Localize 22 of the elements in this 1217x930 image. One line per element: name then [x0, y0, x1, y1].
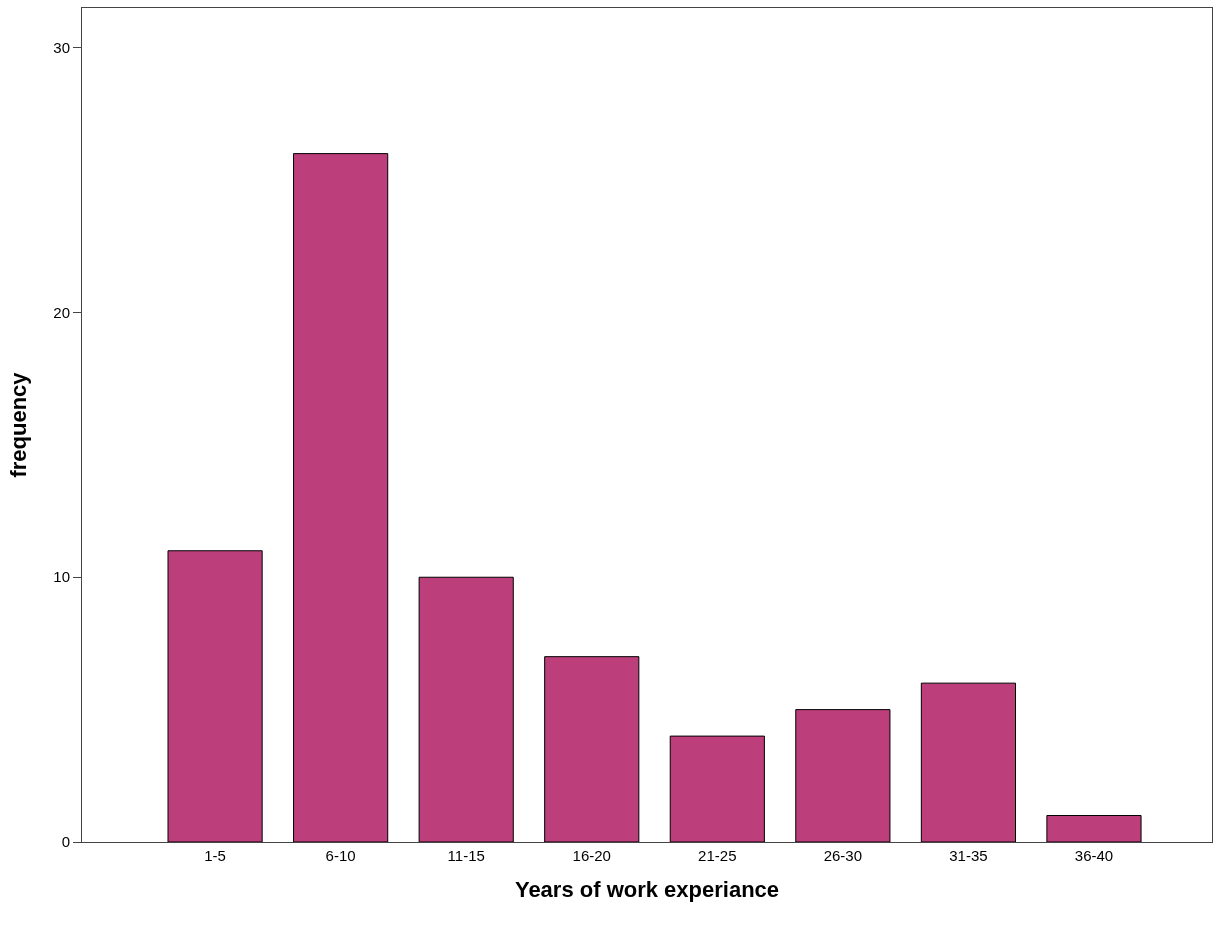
x-tick-label: 26-30: [823, 847, 863, 864]
bar: [669, 735, 765, 842]
x-axis-title: Years of work experiance: [514, 876, 780, 902]
y-tick-label: 0: [61, 833, 70, 851]
bar: [293, 153, 389, 842]
bar: [418, 576, 514, 842]
x-tick-label: 21-25: [698, 847, 737, 864]
x-tick-label: 31-35: [949, 847, 988, 864]
y-tick-label: 10: [53, 568, 70, 586]
y-tick-label: 20: [53, 303, 70, 321]
y-tick-label: 30: [53, 38, 70, 56]
x-tick-label: 16-20: [572, 847, 611, 864]
bar: [1046, 815, 1142, 842]
x-tick-label: 36-40: [1074, 847, 1114, 864]
bar: [920, 682, 1017, 842]
bar: [167, 550, 263, 842]
x-tick-label: 1-5: [204, 847, 226, 864]
x-tick-label: 6-10: [325, 847, 356, 864]
bar: [795, 709, 891, 842]
y-axis-title: frequency: [6, 371, 32, 478]
bar: [544, 656, 640, 842]
x-tick-label: 11-15: [447, 847, 485, 864]
